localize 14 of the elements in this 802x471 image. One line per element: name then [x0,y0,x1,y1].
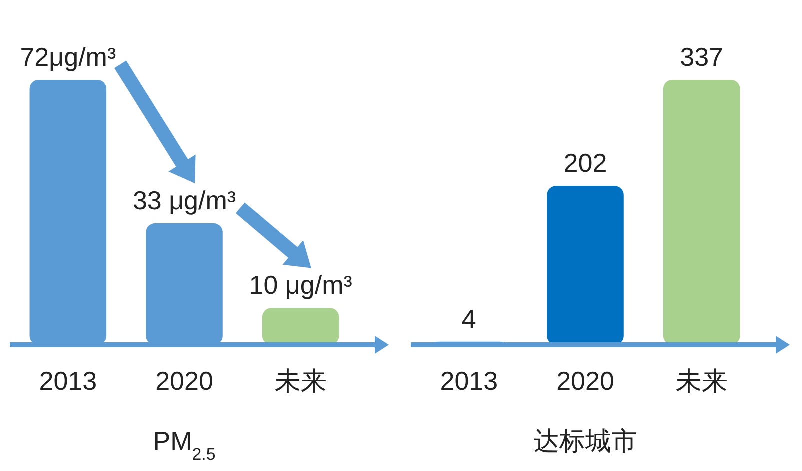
x-tick-label: 2013 [39,366,98,396]
x-axis-title: 达标城市 [534,426,638,456]
data-label: 33 μg/m³ [132,186,236,216]
x-tick-label: 2020 [556,366,614,396]
data-label: 10 μg/m³ [249,270,353,300]
data-label: 202 [564,148,608,178]
data-label: 4 [462,304,476,334]
x-tick-label: 2013 [440,366,498,396]
x-axis-title: PM$_{2.5}$ [153,426,216,464]
x-tick-label: 未来 [676,366,728,396]
x-tick-label: 2020 [156,366,214,396]
x-tick-label: 未来 [274,366,327,396]
data-label: 72μg/m³ [20,42,116,72]
data-label: 337 [680,42,724,72]
